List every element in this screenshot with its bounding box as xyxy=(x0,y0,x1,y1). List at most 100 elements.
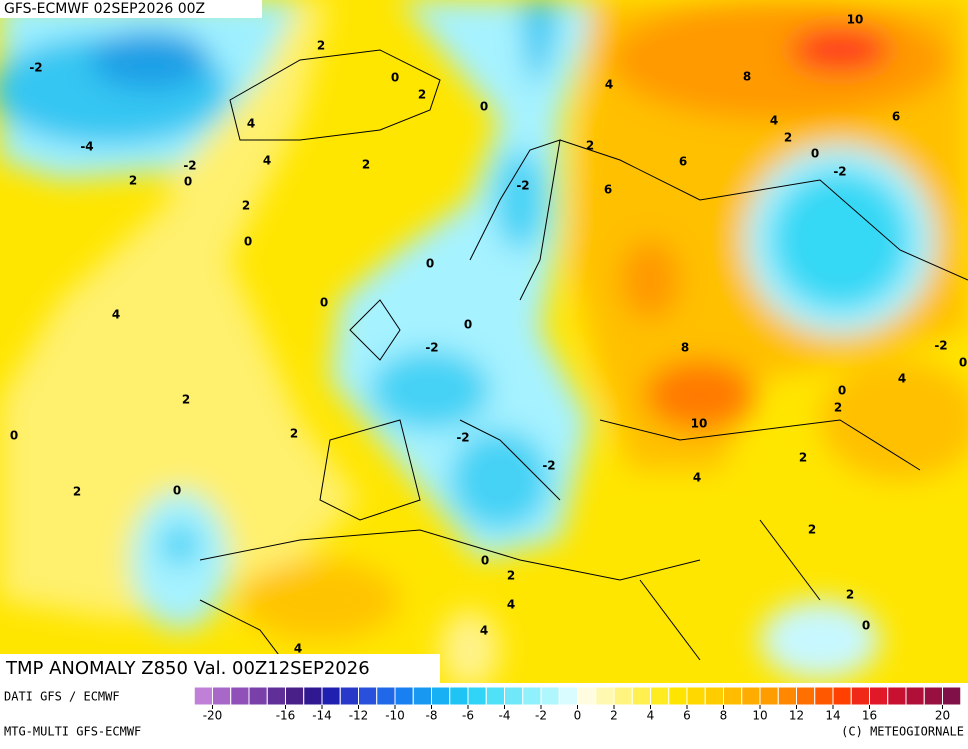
colorbar: -20 -16 -14 -12 -10 -8 -6 -4 -2 0 2 4 6 8 10 12 14 16 20 xyxy=(193,686,962,723)
colorbar-swatch xyxy=(759,686,779,706)
contour-label: 0 xyxy=(320,296,328,310)
contour-label: 0 xyxy=(173,484,181,498)
copyright: (C) METEOGIORNALE xyxy=(841,725,964,739)
colorbar-swatch xyxy=(686,686,706,706)
colorbar-swatch xyxy=(613,686,633,706)
colorbar-swatch xyxy=(704,686,724,706)
colorbar-tick-label: 2 xyxy=(610,709,618,723)
contour-label: 2 xyxy=(73,485,81,499)
colorbar-swatch xyxy=(449,686,469,706)
colorbar-tick-label: -14 xyxy=(312,709,332,723)
map-title: TMP ANOMALY Z850 Val. 00Z12SEP2026 xyxy=(5,658,370,679)
contour-label: 0 xyxy=(862,619,870,633)
contour-label: 8 xyxy=(681,341,689,355)
contour-label: 4 xyxy=(480,624,488,638)
colorbar-swatch xyxy=(869,686,889,706)
colorbar-swatch xyxy=(376,686,396,706)
colorbar-swatch xyxy=(723,686,743,706)
colorbar-swatch xyxy=(321,686,341,706)
contour-label: -2 xyxy=(833,165,846,179)
title-box xyxy=(0,654,440,683)
contour-label: 10 xyxy=(847,13,864,27)
colorbar-swatch xyxy=(522,686,542,706)
contour-label: 0 xyxy=(811,147,819,161)
colorbar-swatch xyxy=(504,686,524,706)
contour-label: 0 xyxy=(480,100,488,114)
colorbar-swatch xyxy=(796,686,816,706)
colorbar-swatch xyxy=(230,686,250,706)
colorbar-tick-label: 8 xyxy=(720,709,728,723)
contour-label: 4 xyxy=(247,117,255,131)
source-label: DATI GFS / ECMWF xyxy=(4,690,120,704)
colorbar-swatch xyxy=(394,686,414,706)
colorbar-swatch xyxy=(668,686,688,706)
colorbar-swatch xyxy=(485,686,505,706)
colorbar-tick-label: -6 xyxy=(462,709,474,723)
colorbar-tick-label: 10 xyxy=(752,709,767,723)
contour-label: 0 xyxy=(464,318,472,332)
colorbar-tick-label: 14 xyxy=(825,709,840,723)
colorbar-swatch xyxy=(942,686,962,706)
map-field xyxy=(0,0,968,683)
colorbar-swatch xyxy=(887,686,907,706)
contour-label: 2 xyxy=(129,174,137,188)
contour-label: 0 xyxy=(959,356,967,370)
contour-label: 4 xyxy=(263,154,271,168)
colorbar-tick-label: -10 xyxy=(385,709,405,723)
colorbar-swatch xyxy=(650,686,670,706)
colorbar-tick-label: -16 xyxy=(276,709,296,723)
colorbar-tick-label: 4 xyxy=(647,709,655,723)
colorbar-swatch xyxy=(814,686,834,706)
contour-label: -2 xyxy=(516,179,529,193)
contour-label: 2 xyxy=(834,401,842,415)
contour-label: -2 xyxy=(183,159,196,173)
colorbar-swatch xyxy=(285,686,305,706)
contour-label: 0 xyxy=(481,554,489,568)
contour-label: 4 xyxy=(294,642,302,656)
contour-label: 2 xyxy=(846,588,854,602)
contour-label: -4 xyxy=(80,140,93,154)
colorbar-swatch xyxy=(467,686,487,706)
contour-label: 0 xyxy=(391,71,399,85)
colorbar-tick-label: -12 xyxy=(349,709,369,723)
colorbar-swatch xyxy=(248,686,268,706)
contour-label: 2 xyxy=(784,131,792,145)
contour-label: 2 xyxy=(799,451,807,465)
colorbar-tick-label: -2 xyxy=(535,709,547,723)
colorbar-tick-label: 16 xyxy=(862,709,877,723)
colorbar-swatch xyxy=(777,686,797,706)
run-label: GFS-ECMWF 02SEP2026 00Z xyxy=(4,1,205,17)
contour-label: 6 xyxy=(604,183,612,197)
colorbar-tick-label: 12 xyxy=(789,709,804,723)
run-label-box xyxy=(0,0,262,18)
contour-label: 0 xyxy=(426,257,434,271)
colorbar-swatch xyxy=(358,686,378,706)
contour-label: 2 xyxy=(507,569,515,583)
contour-label: 4 xyxy=(770,114,778,128)
contour-label: -2 xyxy=(542,459,555,473)
contour-label: -2 xyxy=(425,341,438,355)
contour-label: 2 xyxy=(317,39,325,53)
colorbar-swatch xyxy=(905,686,925,706)
contour-label: 2 xyxy=(586,139,594,153)
colorbar-tick-label: -4 xyxy=(499,709,511,723)
colorbar-swatch xyxy=(266,686,286,706)
contour-label: -2 xyxy=(934,339,947,353)
colorbar-swatch xyxy=(212,686,232,706)
contour-label: 4 xyxy=(605,78,613,92)
contour-label: 2 xyxy=(182,393,190,407)
colorbar-swatch xyxy=(431,686,451,706)
contour-label: 4 xyxy=(112,308,120,322)
colorbar-swatch xyxy=(850,686,870,706)
contour-label: 2 xyxy=(242,199,250,213)
contour-label: 0 xyxy=(10,429,18,443)
colorbar-tick-label: 0 xyxy=(574,709,582,723)
contour-label: -2 xyxy=(29,61,42,75)
contour-label: 4 xyxy=(693,471,701,485)
contour-label: 6 xyxy=(892,110,900,124)
colorbar-tick-label: -8 xyxy=(426,709,438,723)
contour-label: 0 xyxy=(244,235,252,249)
